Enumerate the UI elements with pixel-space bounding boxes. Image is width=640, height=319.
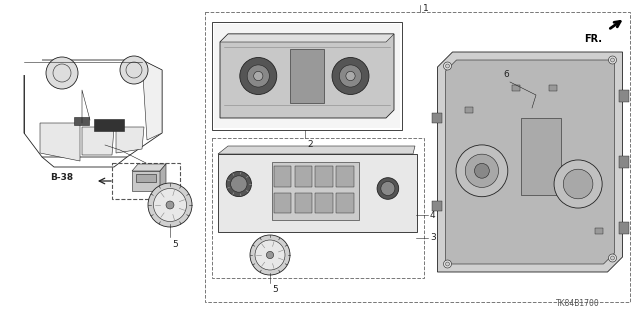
Text: 4: 4 [430,211,436,219]
Circle shape [381,182,395,196]
Bar [431,113,442,123]
Bar [212,138,424,278]
Circle shape [240,57,276,94]
Polygon shape [220,34,394,118]
Circle shape [247,65,269,87]
Bar [136,174,156,182]
Polygon shape [445,60,614,264]
Bar [521,118,561,195]
Bar [548,85,557,91]
Polygon shape [438,52,623,272]
Bar [336,192,354,213]
Bar [618,90,628,102]
Text: 5: 5 [172,240,178,249]
Circle shape [227,171,252,197]
Bar [132,171,160,191]
Bar [218,154,417,232]
Bar [214,24,400,128]
Bar [274,192,291,213]
Circle shape [444,260,451,268]
Polygon shape [132,164,166,171]
Circle shape [609,254,616,262]
Polygon shape [142,60,162,140]
Circle shape [609,56,616,64]
Circle shape [332,57,369,94]
Polygon shape [218,146,415,154]
Text: 3: 3 [430,234,436,242]
Bar [336,166,354,187]
Bar [316,192,333,213]
Bar [465,107,473,113]
Circle shape [46,57,78,89]
Polygon shape [220,34,394,42]
Circle shape [456,145,508,197]
Circle shape [444,62,451,70]
Text: 1: 1 [423,4,429,13]
Polygon shape [160,164,166,191]
Circle shape [554,160,602,208]
Circle shape [465,154,499,188]
Bar [294,166,312,187]
Circle shape [611,58,614,62]
Circle shape [154,189,186,221]
Circle shape [445,262,449,266]
Circle shape [266,251,274,259]
Circle shape [445,64,449,68]
Polygon shape [40,123,80,161]
Circle shape [339,65,362,87]
Bar [511,85,520,91]
Text: 6: 6 [503,70,509,79]
Bar [431,201,442,211]
Text: FR.: FR. [584,34,602,44]
Bar [290,49,324,103]
Circle shape [253,71,263,81]
Circle shape [250,235,290,275]
Polygon shape [116,127,144,153]
Bar [316,166,333,187]
Bar [94,119,124,131]
Bar [618,222,628,234]
Circle shape [120,56,148,84]
Text: B-38: B-38 [50,174,73,182]
Circle shape [230,176,247,192]
Text: 2: 2 [307,140,312,149]
Text: TK84B1700: TK84B1700 [556,299,600,308]
Bar [274,166,291,187]
Circle shape [563,169,593,199]
Circle shape [346,71,355,81]
Bar [74,117,89,125]
Circle shape [377,178,399,199]
Bar [272,161,359,220]
Bar [294,192,312,213]
Bar [212,22,402,130]
Polygon shape [82,127,114,155]
Circle shape [474,163,490,178]
Circle shape [148,183,192,227]
Bar [595,228,603,234]
Circle shape [611,256,614,260]
Circle shape [255,240,285,270]
Bar [205,12,630,302]
Bar [618,156,628,168]
Bar [112,163,180,199]
Circle shape [166,201,174,209]
Text: 5: 5 [272,285,278,294]
